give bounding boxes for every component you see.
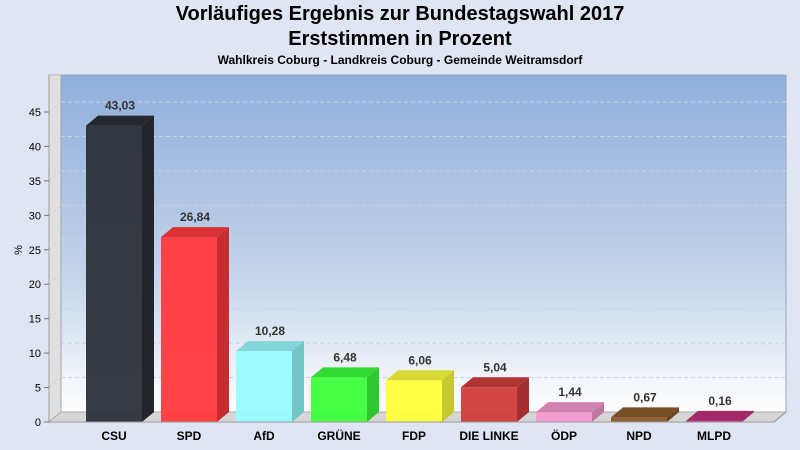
gridline-side [48, 308, 62, 320]
gridline-side [48, 101, 62, 113]
bar-side [592, 402, 604, 422]
x-tick-label: ÖDP [551, 428, 577, 443]
x-axis-depth [773, 411, 787, 423]
chart-title: Vorläufiges Ergebnis zur Bundestagswahl … [175, 3, 625, 25]
data-label: 26,84 [180, 210, 210, 224]
gridline-side [48, 273, 62, 285]
y-tick-label: 35 [29, 176, 41, 188]
bar-die-linke: 5,04 [461, 360, 529, 422]
x-tick-label: DIE LINKE [459, 429, 518, 443]
bar-front [86, 125, 142, 423]
data-label: 1,44 [558, 385, 582, 399]
plot-frame [47, 74, 788, 424]
bar-front [461, 387, 517, 422]
y-axis-label: % [13, 245, 25, 255]
bars: 43,03 26,84 10,28 6,48 6,06 5,04 1,44 0,67 0,16 [86, 99, 754, 423]
bar-top [311, 367, 379, 378]
bar-top [686, 410, 754, 421]
y-tick-label: 15 [29, 314, 41, 326]
bar-top [611, 407, 679, 418]
bar-front [161, 237, 217, 422]
bar-afd: 10,28 [236, 324, 304, 422]
data-label: 6,06 [408, 353, 432, 367]
gridline-side [48, 342, 62, 354]
gridline-side [48, 239, 62, 251]
y-tick-label: 25 [29, 245, 41, 257]
bar-side [292, 341, 304, 422]
y-tick-label: 20 [29, 279, 41, 291]
bar-csu: 43,03 [86, 99, 154, 423]
y-tick-label: 5 [35, 383, 41, 395]
gridline-side [48, 204, 62, 216]
x-tick-label: AfD [253, 429, 275, 443]
bar-top [236, 341, 304, 352]
chart-subtitle: Erststimmen in Prozent [288, 28, 512, 50]
bar-side [667, 407, 679, 422]
bar-top [86, 115, 154, 126]
data-label: 0,67 [633, 390, 657, 404]
x-tick-label: GRÜNE [317, 428, 360, 443]
data-label: 6,48 [333, 350, 357, 364]
y-tick-label: 0 [35, 417, 41, 429]
bar-front [236, 351, 292, 422]
gridline-side [48, 136, 62, 147]
data-label: 5,04 [483, 360, 507, 374]
y-tick-label: 30 [29, 210, 41, 222]
bar-npd: 0,67 [611, 390, 679, 422]
bar-grüne: 6,48 [311, 350, 379, 422]
bar-front [611, 417, 667, 422]
bar-front [311, 377, 367, 422]
y-tick-label: 10 [29, 348, 41, 360]
bar-front [536, 412, 592, 422]
bar-mlpd: 0,16 [686, 394, 754, 422]
bar-top [161, 227, 229, 238]
bar-front [386, 380, 442, 422]
bar-top [461, 377, 529, 388]
x-tick-label: CSU [101, 429, 126, 443]
x-tick-label: SPD [177, 429, 202, 443]
y-axis: 0 5 10 15 20 25 30 35 40 45 [29, 75, 50, 429]
x-axis: CSU SPD AfD GRÜNE FDP DIE LINKE ÖDP NPD MLPD [49, 411, 787, 443]
bar-ödp: 1,44 [536, 385, 604, 422]
x-tick-label: NPD [626, 429, 652, 443]
bar-side [217, 227, 229, 422]
x-tick-label: MLPD [697, 429, 731, 443]
y-tick-label: 40 [29, 141, 41, 153]
bar-top [536, 402, 604, 413]
data-label: 0,16 [708, 394, 732, 408]
bar-side [517, 377, 529, 422]
bar-top [386, 370, 454, 381]
data-label: 10,28 [255, 324, 285, 338]
bar-fdp: 6,06 [386, 353, 454, 422]
y-tick-label: 45 [29, 107, 41, 119]
data-label: 43,03 [105, 99, 135, 113]
bar-front [686, 420, 742, 422]
bar-side [442, 370, 454, 422]
gridline-side [48, 170, 62, 182]
bar-side [142, 115, 154, 423]
gridline-side [48, 377, 62, 388]
bar-side [367, 367, 379, 422]
bar-side [742, 410, 754, 422]
x-tick-label: FDP [402, 429, 426, 443]
bar-spd: 26,84 [161, 210, 229, 422]
chart-region-subtitle: Wahlkreis Coburg - Landkreis Coburg - Ge… [217, 53, 583, 67]
